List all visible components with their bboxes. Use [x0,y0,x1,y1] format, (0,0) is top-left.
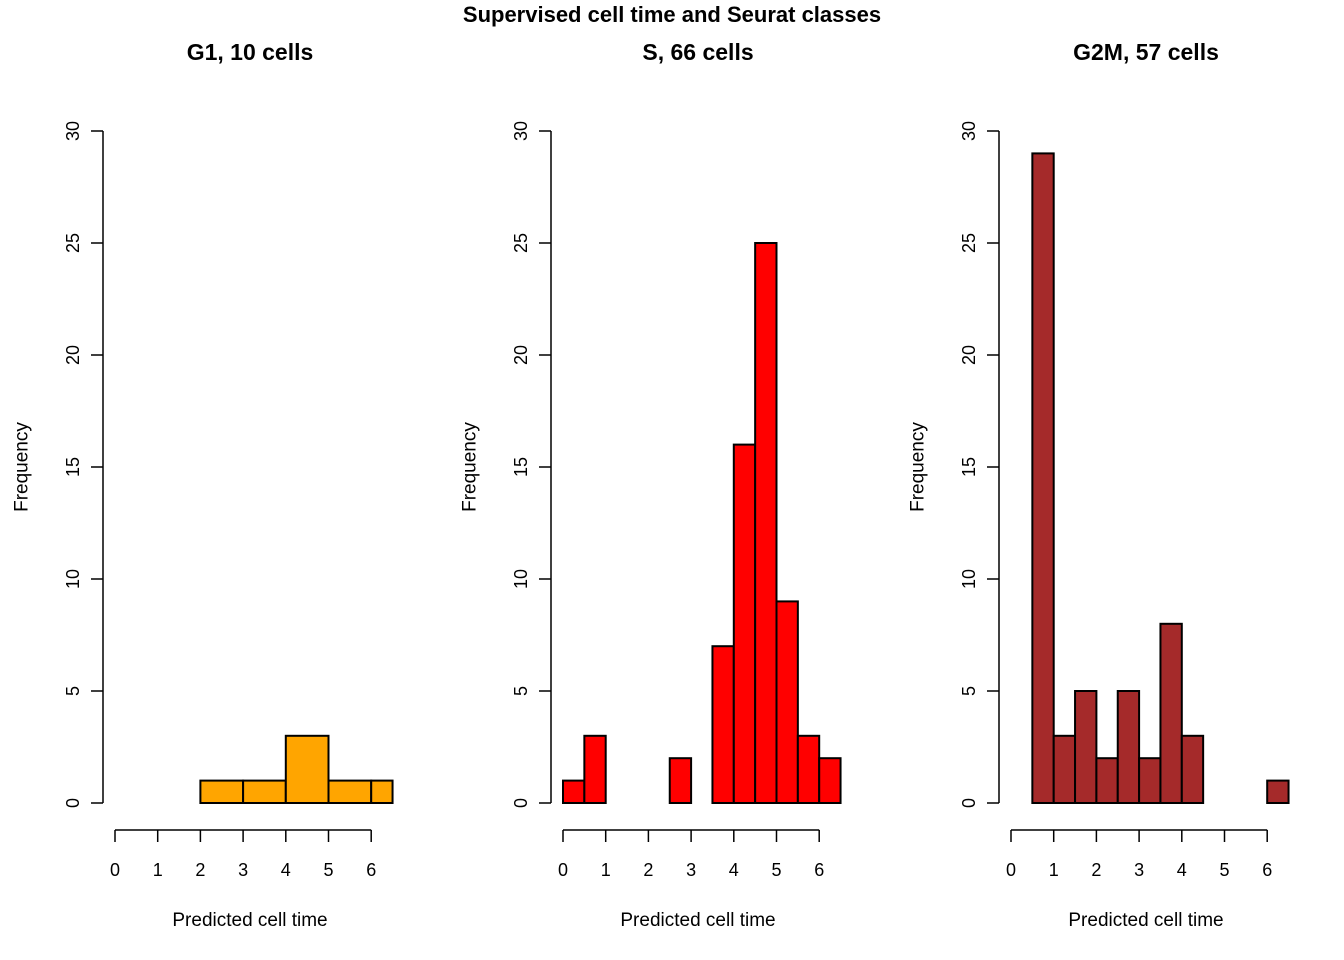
histogram-bar [775,600,799,805]
panel-2: S, 66 cells 0 5 10 15 20 25 30 Frequency 0 1 2 3 4 5 6 P… [460,39,842,931]
panel-title: G2M, 57 cells [1073,39,1219,65]
histogram-bar [1138,757,1162,805]
y-tick-label: 5 [63,686,83,696]
x-axis-label: Predicted cell time [1068,910,1223,931]
x-tick-label: 4 [281,860,291,880]
x-tick-label: 2 [195,860,205,880]
y-tick-label: 20 [959,345,979,365]
x-tick-label: 5 [1219,860,1229,880]
y-tick-label: 25 [959,233,979,253]
x-tick-label: 5 [323,860,333,880]
histogram-bar [1031,152,1055,804]
y-tick-label: 30 [959,121,979,141]
y-tick-label: 10 [511,569,531,589]
panel-3: G2M, 57 cells 0 5 10 15 20 25 30 Frequency 0 1 2 3 4 5… [908,39,1290,931]
x-tick-label: 6 [1262,860,1272,880]
histogram-bar [562,779,586,804]
y-axis-label: Frequency [908,422,929,512]
histogram-bar [1266,779,1290,804]
histogram-bar [1074,690,1098,804]
x-tick-label: 2 [1091,860,1101,880]
histogram-bar [711,645,735,805]
x-tick-label: 6 [814,860,824,880]
x-tick-label: 6 [366,860,376,880]
histogram-bar [327,779,373,804]
histogram-bar [1159,622,1183,804]
y-tick-label: 0 [511,798,531,808]
histogram-bar [1180,734,1205,804]
y-axis-label: Frequency [460,422,481,512]
histogram-bar [818,757,842,805]
x-tick-label: 1 [153,860,163,880]
x-tick-label: 4 [729,860,739,880]
histogram-bar [796,734,821,804]
histogram-bar [583,734,607,804]
panel-1: G1, 10 cells 0 5 10 15 20 25 30 Frequency 0 1 2 3 4 5 6… [12,39,394,931]
x-tick-label: 3 [686,860,696,880]
histogram-bar [370,779,394,804]
x-tick-label: 4 [1177,860,1187,880]
histogram-bar [199,779,245,804]
x-axis-label: Predicted cell time [172,910,327,931]
histogram-bar [284,734,330,804]
y-tick-label: 30 [511,121,531,141]
main-title: Supervised cell time and Seurat classes [462,2,882,27]
y-tick-label: 0 [959,798,979,808]
x-tick-label: 0 [558,860,568,880]
x-tick-label: 3 [1134,860,1144,880]
histogram-bar [732,443,757,804]
y-tick-label: 5 [959,686,979,696]
x-tick-label: 0 [1006,860,1016,880]
y-tick-label: 25 [63,233,83,253]
y-tick-label: 20 [63,345,83,365]
histogram-bar [1095,757,1119,805]
y-tick-label: 10 [63,569,83,589]
y-tick-label: 30 [63,121,83,141]
y-tick-label: 5 [511,686,531,696]
histogram-bar [754,242,778,804]
histogram-bar [668,757,693,805]
y-tick-label: 25 [511,233,531,253]
y-tick-label: 10 [959,569,979,589]
x-tick-label: 2 [643,860,653,880]
y-tick-label: 15 [63,457,83,477]
y-tick-label: 0 [63,798,83,808]
histogram-bar [1052,734,1077,804]
y-tick-label: 20 [511,345,531,365]
y-tick-label: 15 [511,457,531,477]
x-axis-label: Predicted cell time [620,910,775,931]
histogram-bar [242,779,287,804]
y-tick-label: 15 [959,457,979,477]
y-axis-label: Frequency [12,422,33,512]
x-tick-label: 0 [110,860,120,880]
panel-title: S, 66 cells [642,39,753,65]
x-tick-label: 5 [771,860,781,880]
histogram-bar [1116,690,1141,804]
x-tick-label: 1 [1049,860,1059,880]
x-tick-label: 1 [601,860,611,880]
x-tick-label: 3 [238,860,248,880]
panel-title: G1, 10 cells [187,39,314,65]
